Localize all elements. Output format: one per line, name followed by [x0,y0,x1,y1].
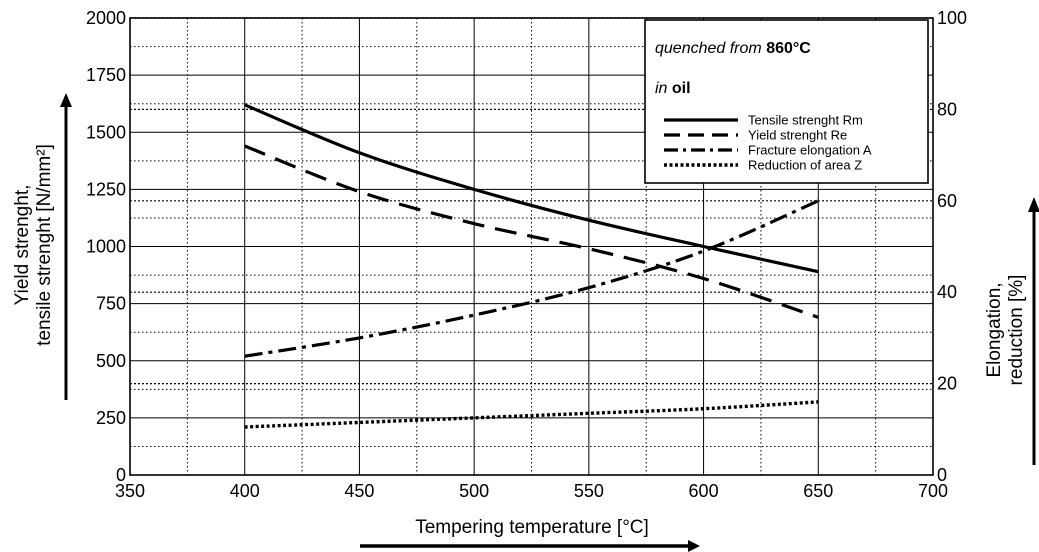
legend-label-yield-strenght-re: Yield strenght Re [748,128,847,143]
left-y-tick-label: 1000 [86,237,126,257]
x-tick-label: 350 [115,481,145,501]
right-y-axis-arrow [1028,197,1039,465]
right-y-tick-label: 100 [937,8,967,28]
left-y-tick-label: 0 [116,465,126,485]
legend-box: quenched from 860°C in oil Tensile stren… [644,19,929,184]
left-y-axis-title-line1: Yield strenght, [12,185,33,306]
annotation-medium-oil: oil [672,80,691,97]
legend-background [644,19,929,184]
left-y-axis-title-line2: tensile strenght [N/mm²] [34,144,55,346]
right-y-tick-label: 20 [937,374,957,394]
series-line-yield-strenght-re [244,144,819,319]
x-tick-label: 450 [344,481,374,501]
left-y-tick-label: 1500 [86,122,126,142]
legend-label-reduction-of-area-z: Reduction of area Z [748,158,862,173]
left-y-tick-label: 1250 [86,179,126,199]
left-y-tick-label: 2000 [86,8,126,28]
left-y-axis-arrow [60,93,72,400]
left-y-tick-label: 1750 [86,65,126,85]
annotation-medium: in oil [655,80,691,97]
series-line-tensile-strenght-rm [244,103,819,274]
annotation-quench-temp: 860°C [766,40,811,57]
x-tick-label: 400 [230,481,260,501]
legend-label-tensile-strenght-rm: Tensile strenght Rm [748,113,863,128]
x-tick-label: 500 [459,481,489,501]
plot-area-frame [129,17,934,476]
x-axis-arrow [360,540,700,552]
left-y-tick-label: 500 [96,351,126,371]
annotation-quench: quenched from 860°C [655,40,811,57]
right-y-tick-label: 80 [937,99,957,119]
x-tick-label: 550 [574,481,604,501]
right-y-tick-label: 0 [937,465,947,485]
left-y-tick-label: 250 [96,408,126,428]
right-y-axis-title-line1: Elongation, [984,282,1005,377]
x-axis-title: Tempering temperature [°C] [415,517,649,538]
annotation-quench-prefix: quenched from [655,40,766,57]
right-y-tick-labels: 0 20 40 60 80 100 [937,8,967,485]
x-tick-label: 650 [803,481,833,501]
x-tick-label: 600 [689,481,719,501]
x-tick-labels: 350 400 450 500 550 600 650 700 [115,481,948,501]
series-line-fracture-elongation-a [244,199,819,358]
left-y-tick-label: 750 [96,294,126,314]
annotation-medium-prefix: in [655,80,672,97]
left-y-tick-labels: 0 250 500 750 1000 1250 1500 1750 2000 [86,8,126,485]
right-y-tick-label: 60 [937,191,957,211]
x-tick-label: 700 [918,481,948,501]
series-lines [244,103,819,429]
right-y-tick-label: 40 [937,282,957,302]
right-y-axis-title-line2: reduction [%] [1006,275,1027,386]
series-line-reduction-of-area-z [244,400,819,429]
legend-label-fracture-elongation-a: Fracture elongation A [748,143,872,158]
